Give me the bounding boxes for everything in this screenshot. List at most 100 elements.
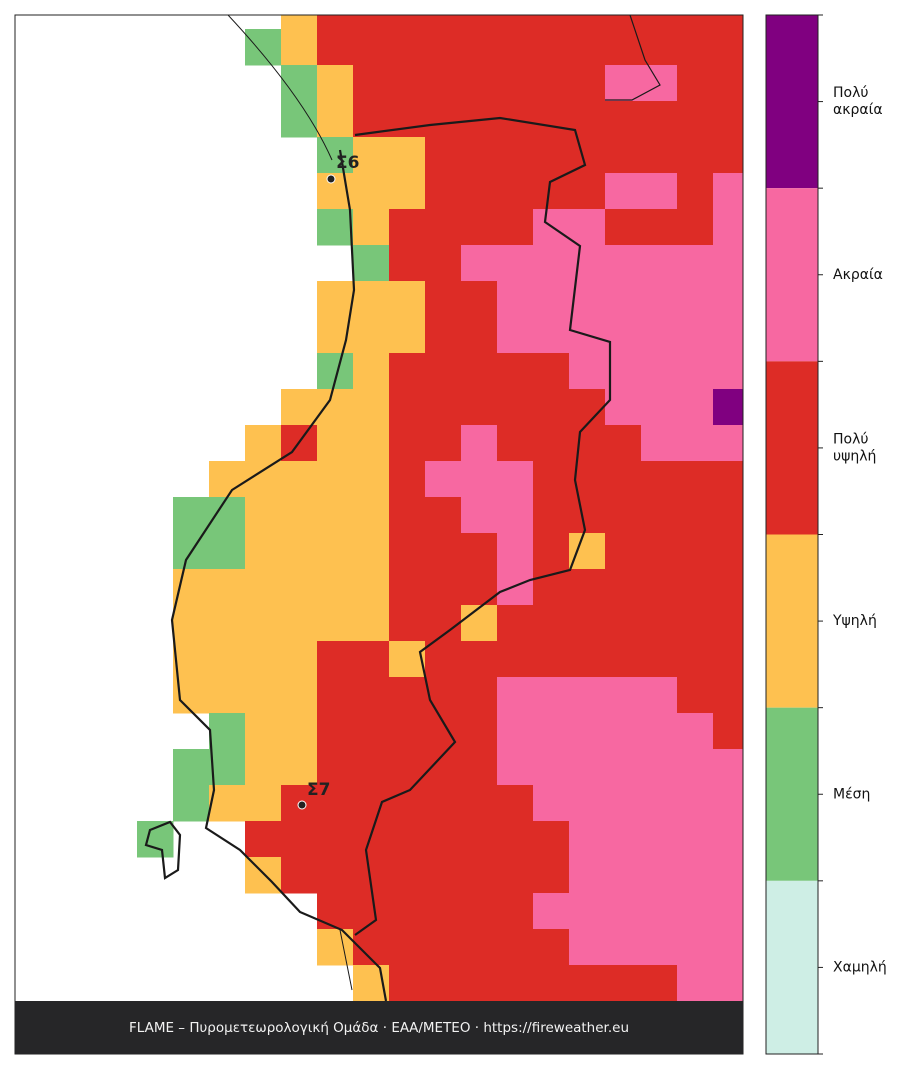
grid-cell <box>641 533 678 570</box>
grid-cell <box>605 965 642 1001</box>
grid-cell <box>641 29 678 66</box>
colorbar-swatch <box>766 880 818 1054</box>
grid-cell <box>713 893 743 930</box>
grid-cell <box>353 461 390 498</box>
grid-cell <box>389 605 426 642</box>
grid-cell <box>605 65 642 102</box>
grid-cell <box>209 461 246 498</box>
grid-cell <box>497 677 534 714</box>
grid-cell <box>389 425 426 462</box>
grid-cell <box>353 497 390 534</box>
grid-cell <box>389 677 426 714</box>
grid-cell <box>353 173 390 210</box>
legend-label: υψηλή <box>833 448 876 464</box>
grid-cell <box>641 245 678 282</box>
grid-cell <box>713 281 743 318</box>
border <box>354 116 612 936</box>
grid-cell <box>497 533 534 570</box>
grid-cell <box>569 677 606 714</box>
grid-cell <box>533 965 570 1001</box>
grid-cell <box>317 533 354 570</box>
station-label: Σ7 <box>307 780 330 800</box>
grid-cell <box>533 605 570 642</box>
grid-cell <box>605 209 642 246</box>
grid-cell <box>677 29 714 66</box>
grid-cell <box>497 425 534 462</box>
grid-cell <box>605 821 642 858</box>
grid-cell <box>173 605 210 642</box>
grid-cell <box>677 533 714 570</box>
grid-cell <box>425 497 462 534</box>
legend-label: Πολύ <box>833 431 868 447</box>
grid-cell <box>569 713 606 750</box>
grid-cell <box>317 65 354 102</box>
grid-cell <box>317 569 354 606</box>
grid-cell <box>533 15 570 30</box>
grid-cell <box>425 569 462 606</box>
grid-cell <box>173 785 210 822</box>
grid-cell <box>677 569 714 606</box>
grid-cell <box>677 605 714 642</box>
grid-cell <box>389 965 426 1001</box>
legend-label: Μέση <box>833 786 870 802</box>
grid-cell <box>605 749 642 786</box>
footer-text: FLAME – Πυρομετεωρολογική Ομάδα · ΕΑΑ/ME… <box>129 1020 629 1036</box>
grid-cell <box>713 677 743 714</box>
hazard-grid <box>137 15 743 1001</box>
grid-cell <box>461 749 498 786</box>
grid-cell <box>605 605 642 642</box>
grid-cell <box>497 569 534 606</box>
grid-cell <box>605 893 642 930</box>
grid-cell <box>605 137 642 174</box>
grid-cell <box>281 101 318 138</box>
grid-cell <box>209 641 246 678</box>
grid-cell <box>317 461 354 498</box>
grid-cell <box>281 641 318 678</box>
grid-cell <box>461 245 498 282</box>
grid-cell <box>317 605 354 642</box>
legend-label: ακραία <box>833 102 883 118</box>
grid-cell <box>281 461 318 498</box>
grid-cell <box>353 605 390 642</box>
grid-cell <box>389 65 426 102</box>
grid-cell <box>605 785 642 822</box>
grid-cell <box>641 317 678 354</box>
grid-cell <box>353 353 390 390</box>
grid-cell <box>641 173 678 210</box>
grid-cell <box>461 281 498 318</box>
grid-cell <box>605 281 642 318</box>
grid-cell <box>461 65 498 102</box>
grid-cell <box>533 929 570 966</box>
grid-cell <box>533 353 570 390</box>
grid-cell <box>317 425 354 462</box>
grid-cell <box>533 713 570 750</box>
grid-cell <box>425 677 462 714</box>
grid-cell <box>533 821 570 858</box>
grid-cell <box>425 245 462 282</box>
grid-cell <box>245 641 282 678</box>
grid-cell <box>677 317 714 354</box>
grid-cell <box>317 749 354 786</box>
grid-cell <box>317 893 354 930</box>
grid-cell <box>713 569 743 606</box>
grid-cell <box>425 15 462 30</box>
grid-cell <box>353 245 390 282</box>
grid-cell <box>461 317 498 354</box>
grid-cell <box>677 101 714 138</box>
grid-cell <box>677 389 714 426</box>
grid-cell <box>425 425 462 462</box>
grid-cell <box>389 713 426 750</box>
grid-cell <box>569 65 606 102</box>
grid-cell <box>317 137 354 174</box>
grid-cell <box>641 641 678 678</box>
grid-cell <box>533 173 570 210</box>
grid-cell <box>317 497 354 534</box>
grid-cell <box>425 929 462 966</box>
grid-cell <box>713 497 743 534</box>
grid-cell <box>317 785 354 822</box>
colorbar-swatch <box>766 534 818 708</box>
grid-cell <box>353 749 390 786</box>
colorbar-swatch <box>766 15 818 189</box>
colorbar-swatch <box>766 188 818 362</box>
grid-cell <box>641 137 678 174</box>
